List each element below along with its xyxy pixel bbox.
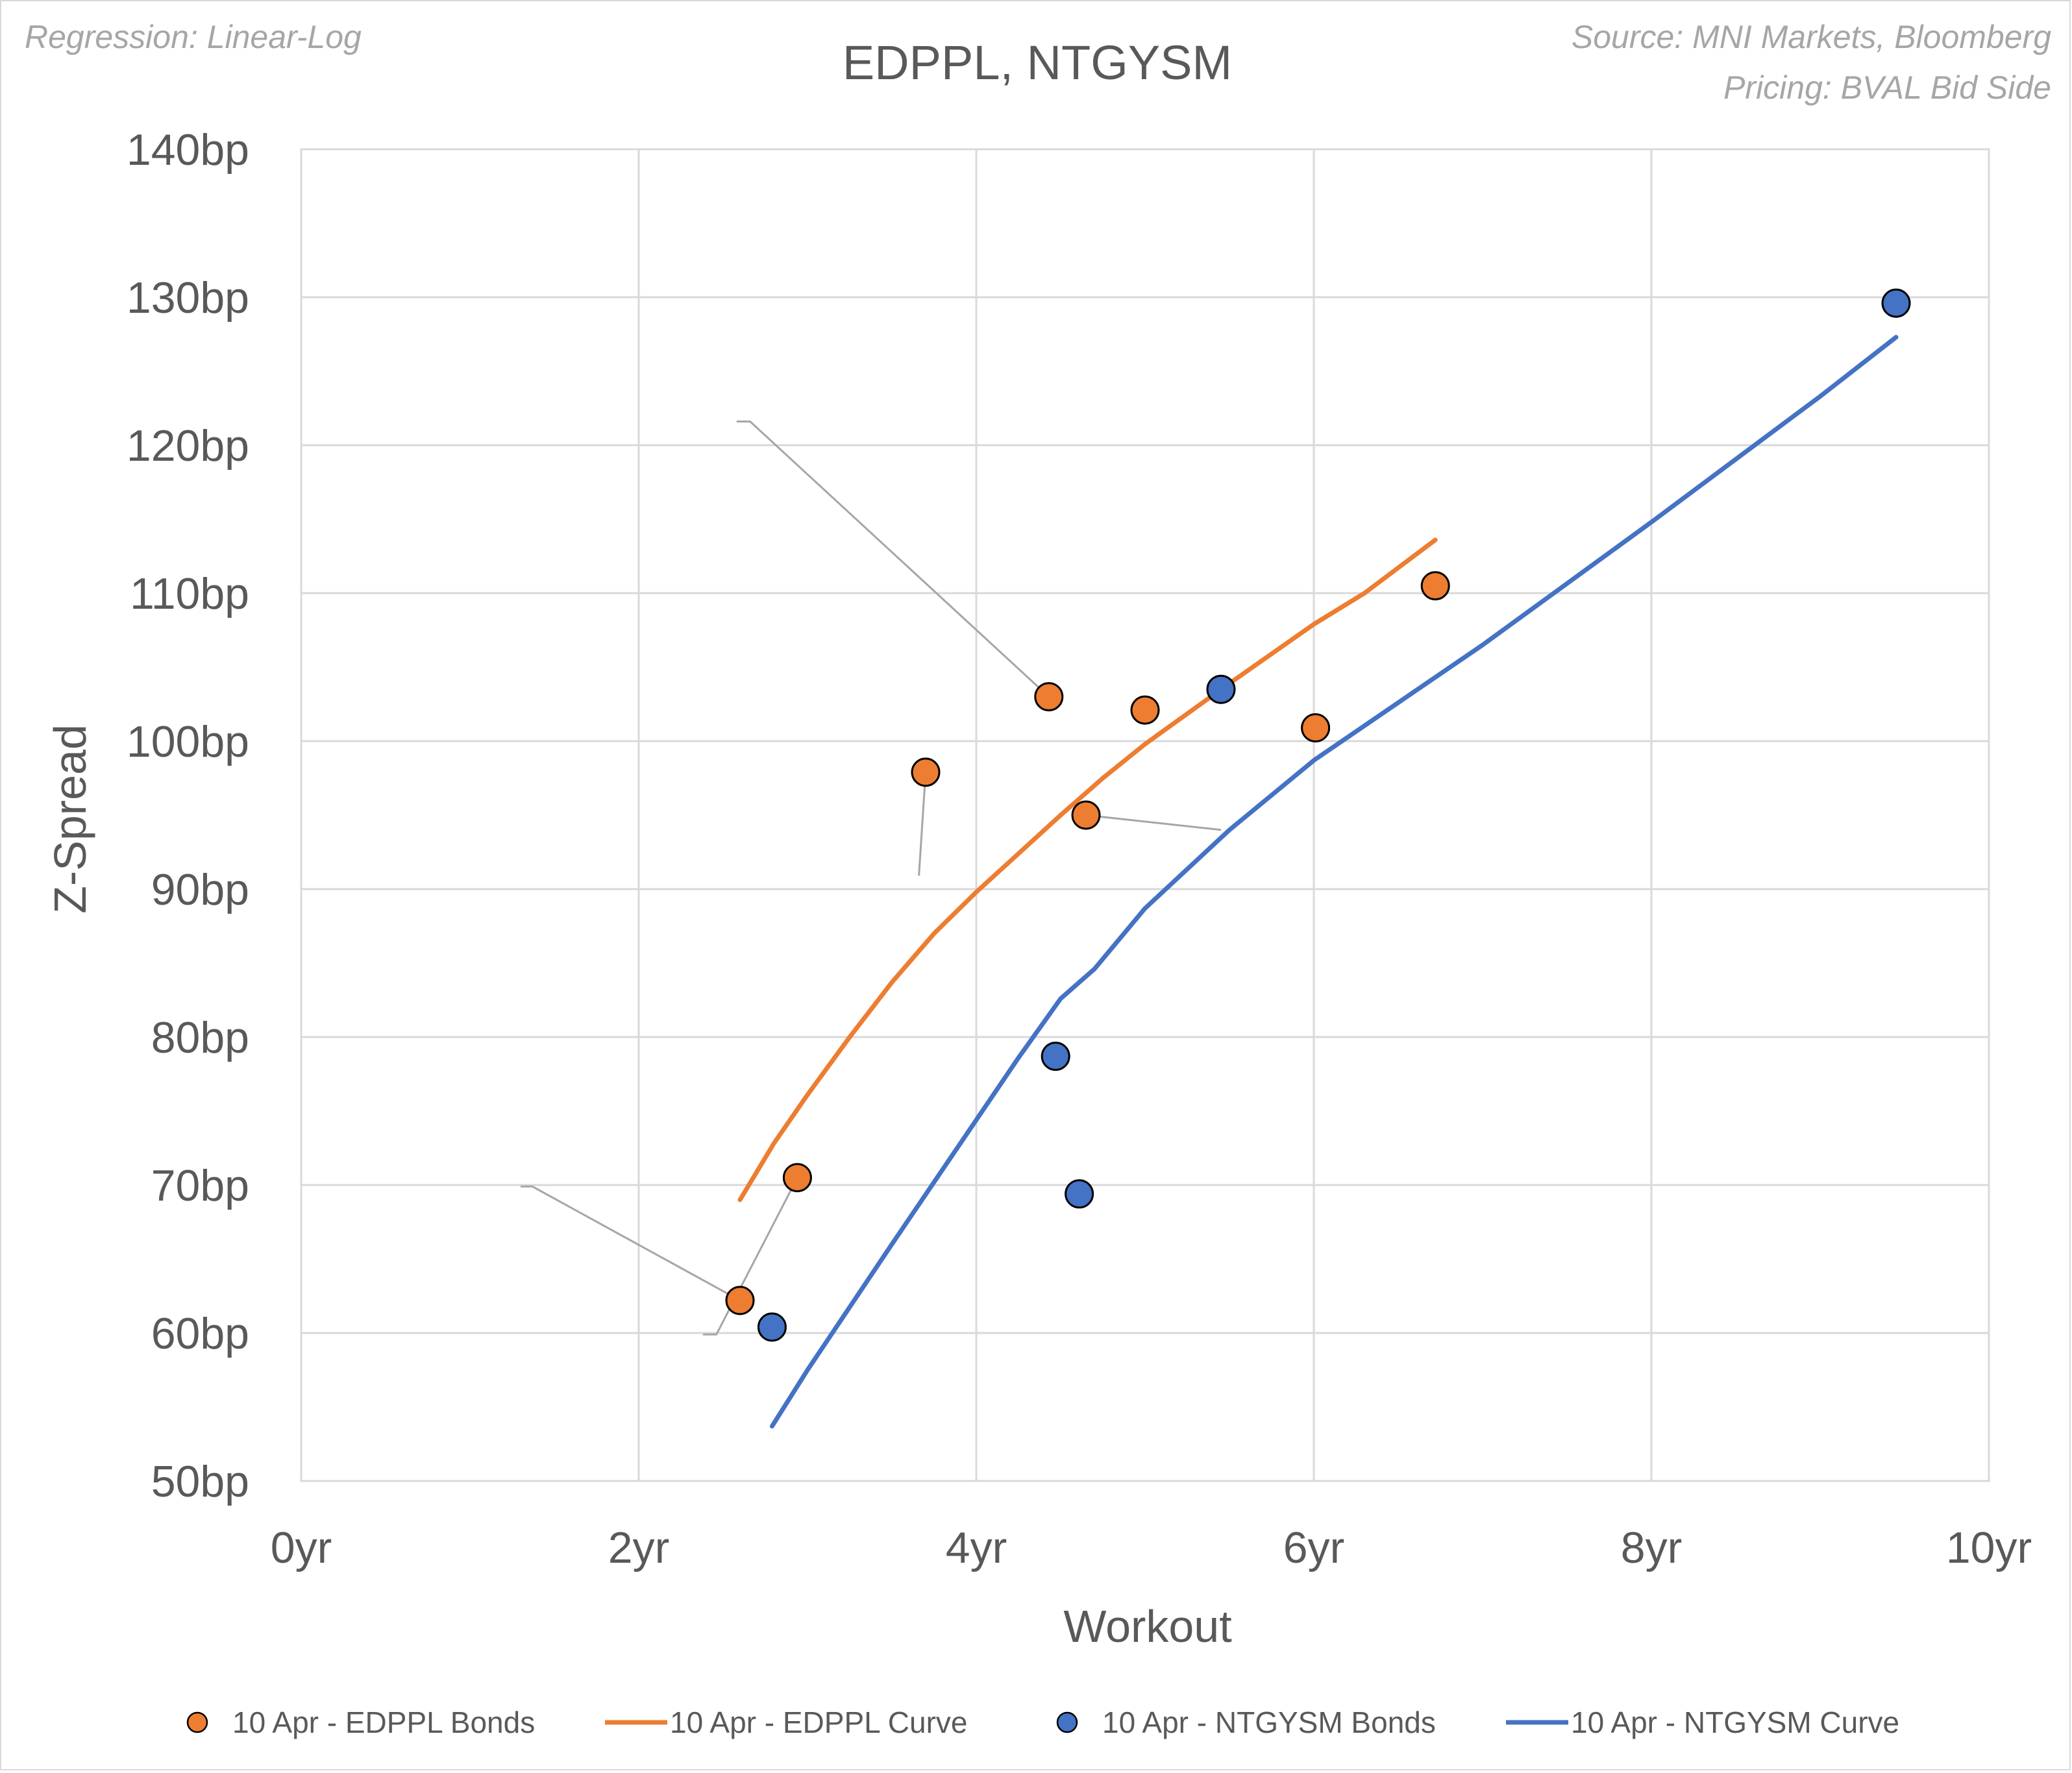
chart-title: EDPPL, NTGYSM (843, 36, 1232, 90)
edppl-bond-point-5 (1130, 695, 1160, 725)
legend-label-3: 10 Apr - NTGYSM Curve (1571, 1706, 1899, 1739)
y-tick-label: 110bp (130, 569, 249, 618)
leader-line-2 (736, 421, 1050, 698)
y-tick-label: 50bp (151, 1457, 249, 1506)
y-tick-label: 120bp (127, 421, 249, 471)
ntgysm-bond-point-3 (1206, 674, 1236, 704)
ntgysm-bond-point-4 (1881, 288, 1911, 318)
edppl-bond-point-7 (1420, 571, 1450, 601)
edppl-bond-point-3 (1034, 682, 1064, 712)
ntgysm-curve (769, 335, 1899, 1429)
x-tick-label: 10yr (1946, 1523, 2032, 1572)
legend-label-0: 10 Apr - EDPPL Bonds (232, 1706, 535, 1739)
leader-line-0 (521, 1185, 741, 1302)
y-tick-label: 90bp (151, 865, 249, 914)
legend-marker-2 (1056, 1711, 1078, 1733)
pricing-note: Pricing: BVAL Bid Side (1723, 69, 2051, 106)
y-tick-label: 100bp (127, 717, 249, 766)
y-tick-label: 80bp (151, 1013, 249, 1062)
x-tick-label: 4yr (946, 1523, 1007, 1572)
edppl-bond-point-2 (911, 757, 941, 787)
ntgysm-bond-point-1 (1041, 1042, 1070, 1071)
y-axis-label: Z-Spread (45, 724, 95, 914)
edppl-curve (737, 537, 1438, 1203)
edppl-bond-point-0 (725, 1286, 755, 1315)
leader-line-1 (702, 1177, 798, 1336)
edppl-bond-point-6 (1301, 713, 1331, 742)
regression-note: Regression: Linear-Log (25, 19, 362, 55)
bond-markers (725, 288, 1911, 1342)
edppl-bond-point-4 (1071, 800, 1101, 830)
ntgysm-bond-point-2 (1065, 1179, 1094, 1209)
leader-line-3 (918, 772, 927, 876)
edppl-bond-point-1 (782, 1163, 812, 1193)
legend-label-2: 10 Apr - NTGYSM Bonds (1102, 1706, 1436, 1739)
x-axis-label: Workout (1063, 1601, 1231, 1652)
y-tick-label: 140bp (127, 125, 249, 175)
y-tick-label: 60bp (151, 1309, 249, 1358)
x-tick-label: 2yr (608, 1523, 669, 1572)
y-axis-ticks: 50bp 60bp 70bp 80bp 90bp 100bp 110bp 120bp 130bp… (127, 125, 249, 1506)
leader-line-4 (1085, 814, 1222, 831)
y-tick-label: 130bp (127, 273, 249, 323)
source-note: Source: MNI Markets, Bloomberg (1572, 19, 2051, 55)
legend: 10 Apr - EDPPL Bonds 10 Apr - EDPPL Curve… (186, 1706, 1899, 1739)
legend-label-1: 10 Apr - EDPPL Curve (670, 1706, 968, 1739)
y-tick-label: 70bp (151, 1161, 249, 1210)
legend-marker-0 (186, 1711, 208, 1733)
grid-lines (300, 148, 1990, 1482)
leader-lines (521, 421, 1222, 1336)
x-tick-label: 8yr (1621, 1523, 1682, 1572)
x-tick-label: 0yr (271, 1523, 332, 1572)
ntgysm-bond-point-0 (757, 1312, 787, 1342)
curve-lines (737, 335, 1899, 1429)
plot-area-border (300, 148, 1990, 1482)
x-tick-label: 6yr (1283, 1523, 1344, 1572)
x-axis-ticks: 0yr 2yr 4yr 6yr 8yr 10yr (271, 1523, 2032, 1572)
